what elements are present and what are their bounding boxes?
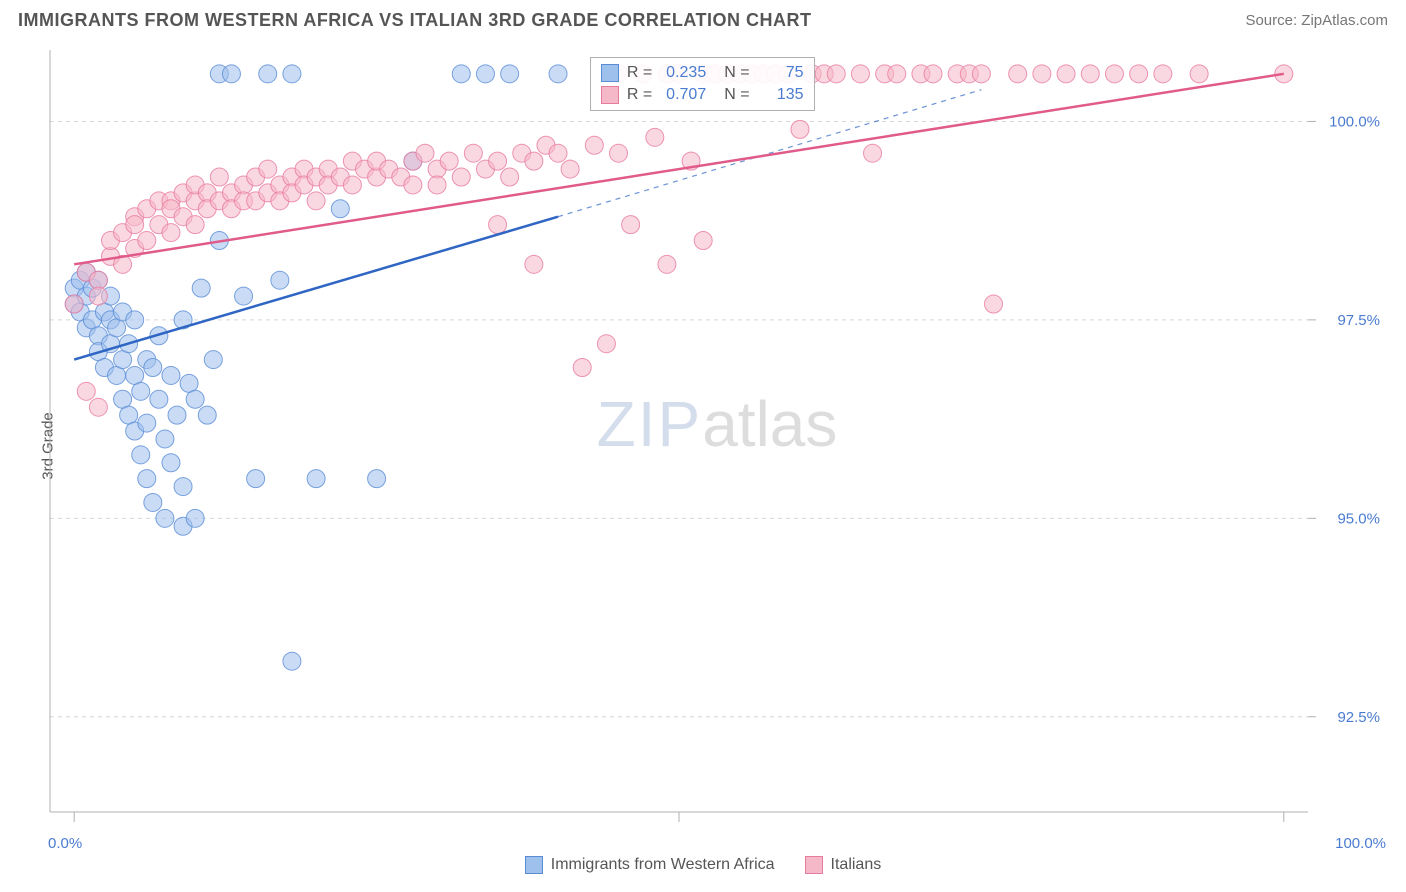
n-label: N = [724,64,749,82]
y-tick-label: 92.5% [1337,709,1380,726]
y-tick-label: 100.0% [1329,113,1380,130]
legend-swatch [525,856,543,874]
legend-swatch [601,86,619,104]
r-value: 0.235 [660,64,706,82]
x-tick-max: 100.0% [1335,835,1386,852]
r-label: R = [627,64,652,82]
legend-label: Italians [831,856,882,874]
stats-legend-box: R = 0.235 N = 75 R = 0.707 N = 135 [590,57,815,111]
n-value: 135 [758,86,804,104]
y-tick-label: 97.5% [1337,312,1380,329]
legend-item: Italians [805,856,882,874]
stats-row: R = 0.235 N = 75 [601,62,804,84]
scatter-plot: 92.5% 95.0% 97.5% 100.0% [48,48,1386,832]
x-tick-min: 0.0% [48,835,82,852]
source-label: Source: ZipAtlas.com [1245,12,1388,29]
plot-area: 92.5%95.0%97.5%100.0% ZIPatlas R =0.235N… [48,48,1386,832]
stats-row: R = 0.707 N = 135 [601,84,804,106]
r-value: 0.707 [660,86,706,104]
r-label: R = [627,86,652,104]
series-italians [65,65,1293,416]
chart-title: IMMIGRANTS FROM WESTERN AFRICA VS ITALIA… [18,10,811,31]
bottom-legend: Immigrants from Western Africa Italians [0,856,1406,874]
legend-item: Immigrants from Western Africa [525,856,775,874]
x-axis-labels: 0.0% 100.0% [48,835,1386,852]
legend-swatch [601,64,619,82]
y-tick-label: 95.0% [1337,510,1380,527]
legend-swatch [805,856,823,874]
n-label: N = [724,86,749,104]
legend-label: Immigrants from Western Africa [551,856,775,874]
n-value: 75 [758,64,804,82]
